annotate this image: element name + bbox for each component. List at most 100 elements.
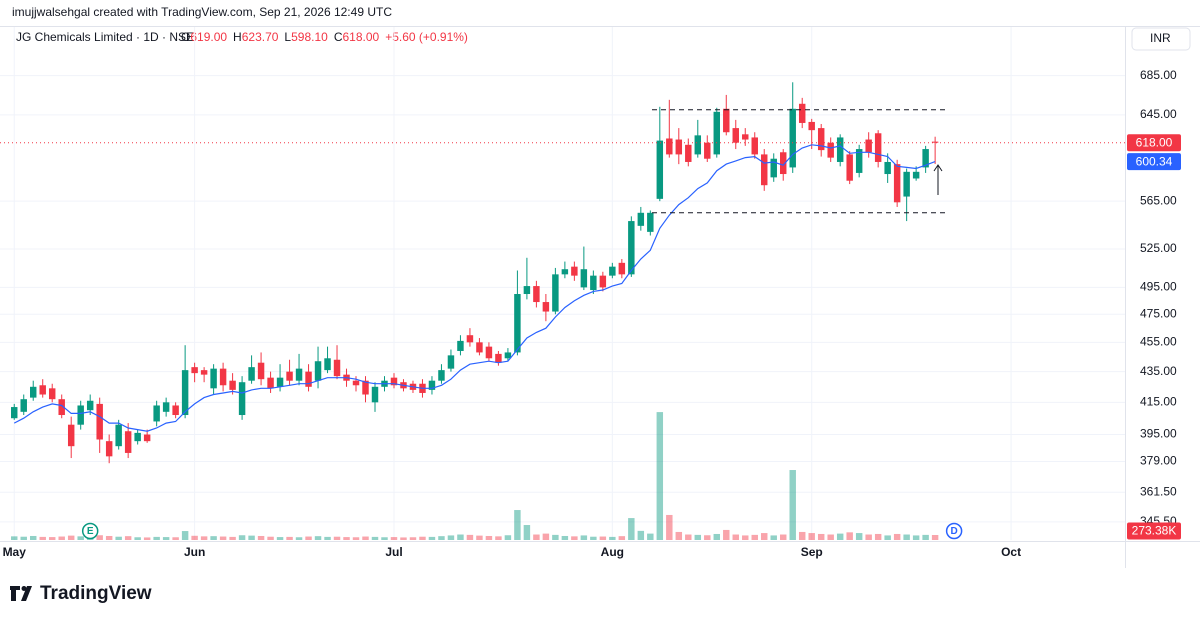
- candle-body: [780, 152, 787, 175]
- candle-body: [495, 353, 502, 363]
- volume-bar: [552, 534, 559, 540]
- candle-body: [96, 403, 103, 440]
- candle-body: [798, 103, 806, 123]
- currency[interactable]: INR: [1150, 31, 1171, 45]
- candle-body: [39, 385, 46, 395]
- candle-body: [618, 262, 626, 275]
- grid: [0, 27, 1125, 540]
- candle-body: [817, 128, 825, 151]
- volume-bar: [504, 535, 512, 540]
- alert-arrow: [933, 164, 943, 195]
- candle-body: [874, 133, 882, 162]
- candle-body: [11, 407, 18, 419]
- moving-average: [13, 144, 936, 432]
- candle-body: [77, 405, 84, 425]
- volume-bar: [609, 536, 616, 540]
- volume-bar: [846, 532, 853, 540]
- volume-bar: [276, 537, 284, 540]
- candle-body: [542, 302, 550, 312]
- candle-body: [789, 108, 796, 168]
- candle-body: [238, 382, 246, 416]
- candle-body: [48, 388, 56, 400]
- volume-bar: [732, 534, 739, 540]
- logo: TradingView: [10, 583, 152, 604]
- candle-body: [58, 399, 65, 416]
- candle-body: [675, 139, 683, 155]
- volume-bar: [124, 536, 132, 540]
- volume-bar: [780, 534, 787, 540]
- candle-body: [67, 424, 75, 447]
- candle-body: [124, 431, 132, 453]
- volume-bar: [67, 535, 75, 540]
- volume-bar: [628, 518, 635, 540]
- volume-bar: [590, 536, 597, 540]
- volume-bar: [457, 534, 464, 540]
- volume-bar: [704, 535, 711, 540]
- candle-body: [666, 138, 673, 155]
- event-marker[interactable]: [945, 522, 963, 540]
- volume-bar: [134, 537, 141, 540]
- candle-body: [143, 434, 151, 442]
- candle-body: [314, 361, 322, 381]
- candle-body: [599, 275, 607, 288]
- candle-body: [229, 380, 236, 390]
- volume-bar: [428, 536, 436, 540]
- candle-body: [903, 171, 910, 197]
- candle-body: [685, 144, 692, 162]
- candle-body: [362, 380, 369, 395]
- volume-bar: [400, 537, 407, 540]
- candle-body: [628, 221, 635, 275]
- volume-bar: [931, 535, 939, 540]
- volume-bar: [96, 535, 103, 540]
- volume-bar: [485, 535, 493, 540]
- volume-bar: [893, 533, 901, 540]
- volume-bar: [181, 531, 189, 540]
- candle-body: [571, 266, 578, 276]
- volume-bar: [599, 536, 607, 540]
- candle-body: [485, 346, 493, 359]
- candles: [11, 82, 939, 464]
- volume-bar: [466, 534, 474, 540]
- currency-button[interactable]: [1131, 27, 1191, 51]
- candle-body: [523, 286, 531, 295]
- candle-body: [30, 386, 37, 398]
- candle-body: [808, 121, 815, 131]
- volume-bar: [381, 537, 388, 540]
- candle-body: [191, 367, 198, 374]
- event-marker[interactable]: [81, 522, 99, 540]
- ohlc-value: 623.70: [242, 30, 279, 44]
- volume-bar: [333, 536, 341, 540]
- volume-bar: [514, 510, 521, 540]
- event-label: D: [950, 526, 957, 537]
- volume-bar: [48, 537, 56, 540]
- volume-bar: [798, 531, 806, 540]
- volume-bar: [343, 537, 350, 540]
- candle-body: [200, 370, 208, 375]
- x-tick-label: Aug: [601, 545, 624, 559]
- volume-bar: [675, 531, 683, 540]
- volume-bar: [751, 534, 758, 540]
- candle-body: [20, 399, 27, 412]
- volume-bar: [789, 470, 796, 540]
- candle-body: [466, 335, 474, 343]
- volume-value-label-box: [1127, 522, 1181, 540]
- volume-bar: [115, 536, 122, 540]
- candle-body: [912, 171, 920, 179]
- volume-bar: [352, 537, 360, 540]
- change: +5.60 (+0.91%): [385, 30, 468, 44]
- candle-body: [428, 380, 436, 390]
- volume-bar: [438, 536, 445, 540]
- volume: [11, 412, 939, 540]
- candle-body: [276, 377, 284, 387]
- volume-bar: [143, 537, 151, 540]
- candle-body: [115, 424, 122, 447]
- x-tick-label: May: [3, 545, 27, 559]
- x-tick-label: Sep: [801, 545, 823, 559]
- volume-bar: [723, 529, 730, 540]
- x-tick-label: Oct: [1001, 545, 1021, 559]
- ohlc-key: L: [284, 30, 291, 44]
- volume-bar: [836, 533, 844, 540]
- volume-bar: [817, 533, 825, 540]
- candle-body: [884, 161, 891, 175]
- logo-icon: [21, 586, 27, 591]
